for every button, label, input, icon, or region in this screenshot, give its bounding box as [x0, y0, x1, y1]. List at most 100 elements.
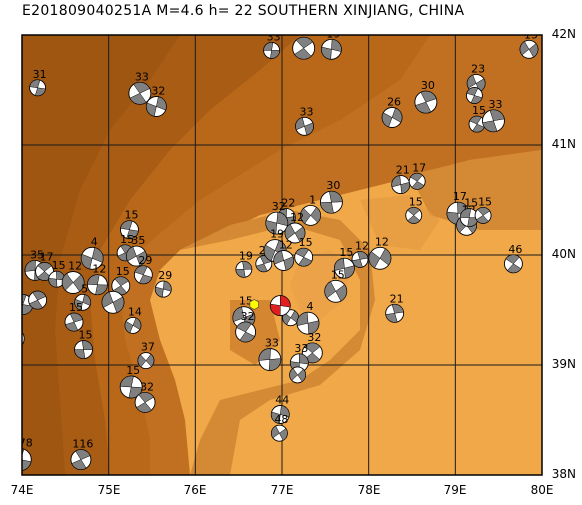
- depth-label: 33: [265, 337, 279, 350]
- depth-label: 15: [339, 246, 353, 259]
- depth-label: 19: [270, 228, 284, 241]
- depth-label: 17: [40, 251, 54, 264]
- depth-label: 15: [299, 236, 313, 249]
- depth-label: 15: [464, 197, 478, 210]
- focal-mechanism: [28, 290, 48, 310]
- focal-mechanism: [61, 271, 85, 294]
- lat-lon-grid: [22, 35, 542, 475]
- focal-mechanism: [74, 340, 93, 360]
- lon-tick-78e: 78E: [357, 483, 381, 497]
- depth-label: 15: [79, 329, 93, 342]
- focal-mechanism: [0, 257, 14, 279]
- depth-label: 15: [409, 195, 423, 208]
- depth-label: 23: [471, 62, 485, 75]
- focal-mechanism: [459, 208, 479, 228]
- focal-mechanism: [519, 39, 539, 59]
- focal-mechanism: [48, 270, 66, 288]
- depth-label: 12: [290, 211, 304, 224]
- focal-mechanism: [414, 90, 438, 114]
- focal-mechanism: [270, 405, 290, 424]
- depth-label: 32: [241, 310, 255, 323]
- depth-label: 35: [30, 248, 44, 261]
- station-marker: [249, 299, 259, 310]
- depth-label: 4: [307, 300, 314, 313]
- depth-label: 35: [131, 234, 145, 247]
- depth-label: 116: [72, 438, 93, 451]
- lat-tick-38n: 38N: [551, 467, 576, 481]
- lat-tick-42n: 42N: [551, 27, 576, 41]
- focal-mechanism: [22, 331, 25, 346]
- event-title: E201809040251A M=4.6 h= 22 SOUTHERN XINJ…: [22, 3, 465, 19]
- focal-mechanism: [468, 115, 486, 133]
- lat-tick-41n: 41N: [551, 137, 576, 151]
- depth-label: 12: [92, 263, 106, 276]
- focal-mechanism: [391, 175, 411, 195]
- lon-tick-74e: 74E: [10, 483, 34, 497]
- focal-mechanism: [292, 36, 316, 60]
- focal-mechanism: [503, 254, 523, 274]
- focal-mechanism: [74, 293, 92, 311]
- depth-label: 178: [12, 437, 33, 450]
- focal-mechanism: [320, 38, 342, 60]
- depth-label: 4: [91, 235, 98, 248]
- focal-mechanism: [465, 87, 483, 104]
- depth-label: 33: [300, 105, 314, 118]
- lon-tick-77e: 77E: [270, 483, 294, 497]
- focal-mechanism: [258, 348, 282, 371]
- focal-mechanism: [125, 245, 147, 267]
- main-event-beachball: [269, 295, 291, 317]
- depth-label: 46: [508, 243, 522, 256]
- depth-label: 32: [272, 200, 286, 213]
- depth-label: 10: [1, 308, 15, 321]
- focal-mechanism: [408, 172, 426, 190]
- depth-label: 15: [124, 209, 138, 222]
- focal-mechanism: [263, 41, 281, 59]
- depth-label: 12: [355, 239, 369, 252]
- depth-label: 5: [81, 282, 88, 295]
- depth-label: 15: [478, 195, 492, 208]
- depth-label: 31: [33, 68, 47, 81]
- depth-label: 15: [239, 295, 253, 308]
- depth-label: 15: [116, 265, 130, 278]
- focal-mechanism: [35, 262, 54, 281]
- depth-label: 33: [294, 342, 308, 355]
- focal-mechanism: [137, 352, 155, 370]
- focal-mechanism: [333, 257, 355, 279]
- focal-mechanism: [124, 316, 142, 334]
- main-event-mechanism: [269, 295, 291, 317]
- focal-mechanism: [119, 375, 143, 399]
- focal-mechanism: [284, 222, 306, 244]
- focal-mechanism: [270, 424, 288, 442]
- focal-mechanism: [22, 448, 32, 471]
- depth-label: 17: [453, 190, 467, 203]
- depth-label: 12: [375, 235, 389, 248]
- focal-mechanism: [296, 311, 320, 335]
- focal-mechanism: [235, 260, 253, 278]
- lon-tick-75e: 75E: [97, 483, 121, 497]
- depth-label: 15: [126, 364, 140, 377]
- depth-label: 17: [412, 161, 426, 174]
- focal-mechanism: [273, 250, 295, 271]
- depth-label: 21: [396, 164, 410, 177]
- depth-label: 15: [52, 259, 66, 272]
- depth-label: 12: [279, 239, 293, 252]
- depth-label: 33: [267, 30, 281, 43]
- focal-mechanism: [295, 116, 314, 136]
- focal-mechanism: [235, 321, 257, 343]
- depth-label: 32: [140, 380, 154, 393]
- depth-label: 32: [151, 85, 165, 98]
- depth-label: 44: [275, 394, 289, 407]
- depth-label: 29: [138, 254, 152, 267]
- focal-mechanism: [381, 107, 403, 128]
- focal-mechanism: [145, 96, 167, 117]
- depth-label: 29: [158, 269, 172, 282]
- depth-label: 22: [281, 197, 295, 210]
- depth-label: 21: [390, 292, 404, 305]
- focal-mechanism: [29, 79, 47, 97]
- focal-mechanism: [86, 274, 108, 296]
- depth-label: 32: [307, 331, 321, 344]
- depth-label: 33: [135, 70, 149, 83]
- depth-label: 14: [128, 305, 142, 318]
- map-frame: [21, 34, 543, 476]
